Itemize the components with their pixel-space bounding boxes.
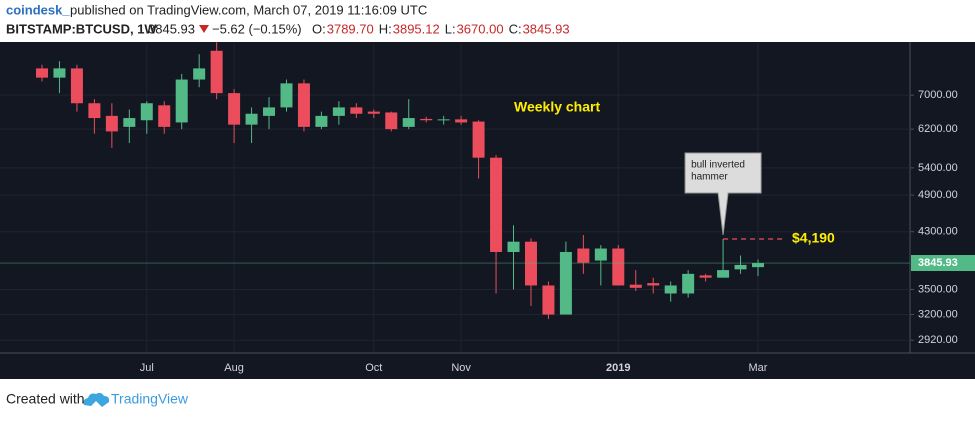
candle-body xyxy=(734,264,747,270)
y-tick-label: 4900.00 xyxy=(918,189,958,201)
candle-body xyxy=(542,285,555,315)
down-arrow xyxy=(199,25,209,33)
ohlc-value: 3789.70 xyxy=(327,21,374,36)
candle-body xyxy=(420,118,433,121)
ohlc-value: 3845.93 xyxy=(523,21,570,36)
candle-body xyxy=(123,118,136,127)
created-with: Created with xyxy=(6,391,85,407)
x-tick-label: 2019 xyxy=(606,362,630,374)
candle-body xyxy=(490,157,503,253)
callout-text: hammer xyxy=(691,172,728,183)
y-tick-label: 6200.00 xyxy=(918,123,958,135)
candle-body xyxy=(437,119,450,121)
brand: coindesk_ xyxy=(6,2,70,17)
candle-body xyxy=(559,252,572,315)
candle-body xyxy=(629,284,642,288)
candle-body xyxy=(402,118,415,127)
candle-body xyxy=(612,248,625,286)
candle-body xyxy=(263,107,276,116)
last-price-tag xyxy=(911,255,975,272)
last-price-label: 3845.93 xyxy=(918,257,958,269)
callout-box xyxy=(684,152,762,236)
ohlc-key: C: xyxy=(509,21,522,36)
candle-body xyxy=(350,107,363,114)
ohlc-key: H: xyxy=(379,21,392,36)
candle-body xyxy=(647,283,660,286)
change: −5.62 (−0.15%) xyxy=(212,21,302,36)
x-tick-label: Jul xyxy=(140,362,154,374)
candle-body xyxy=(53,68,66,78)
y-tick-label: 7000.00 xyxy=(918,89,958,101)
candle-body xyxy=(367,111,380,114)
candle-body xyxy=(507,241,520,253)
candle-body xyxy=(682,273,695,294)
candle-body xyxy=(315,115,328,127)
candle-body xyxy=(70,68,83,104)
x-tick-label: Aug xyxy=(224,362,244,374)
y-tick-label: 5400.00 xyxy=(918,162,958,174)
ohlc-value: 3895.12 xyxy=(393,21,440,36)
candle-body xyxy=(524,241,537,286)
ohlc-key: L: xyxy=(445,21,456,36)
candle-body xyxy=(140,103,153,121)
candle-body xyxy=(297,83,310,127)
chart-bg xyxy=(0,42,975,379)
callout-text: bull inverted xyxy=(691,160,745,171)
candle-body xyxy=(36,68,48,78)
x-tick-label: Nov xyxy=(451,362,471,374)
candle-body xyxy=(455,119,468,123)
ohlc: O: 3789.70 H: 3895.12 L: 3670.00 C: 3845.93 xyxy=(312,21,570,36)
candle-body xyxy=(193,68,206,80)
published: published on TradingView.com, March 07, … xyxy=(70,2,427,17)
candle-body xyxy=(228,93,241,125)
candle-body xyxy=(332,107,345,116)
candle-body xyxy=(577,248,590,263)
y-tick-label: 4300.00 xyxy=(918,226,958,238)
tradingview: TradingView xyxy=(111,391,189,407)
candle-body xyxy=(664,285,677,294)
annotation-title: Weekly chart xyxy=(514,99,600,115)
ohlc-key: O: xyxy=(312,21,326,36)
candle-body xyxy=(210,50,223,94)
tv-logo xyxy=(83,392,110,407)
candle-body xyxy=(594,248,607,261)
y-tick-label: 3500.00 xyxy=(918,283,958,295)
candle-body xyxy=(105,115,118,132)
candle-body xyxy=(245,113,258,125)
y-tick-label: 3200.00 xyxy=(918,308,958,320)
candle-body xyxy=(752,263,764,268)
ohlc-value: 3670.00 xyxy=(457,21,504,36)
candle-body xyxy=(158,105,171,127)
candle-body xyxy=(472,121,485,158)
x-tick-label: Mar xyxy=(749,362,768,374)
candle-body xyxy=(699,275,712,278)
level-label: $4,190 xyxy=(792,230,835,246)
candle-body xyxy=(717,270,730,278)
y-tick-label: 2920.00 xyxy=(918,334,958,346)
symbol: BITSTAMP:BTCUSD, 1W xyxy=(6,21,157,36)
candle-body xyxy=(88,103,101,119)
price: 3845.93 xyxy=(148,21,195,36)
candle-body xyxy=(175,79,188,123)
x-tick-label: Oct xyxy=(365,362,382,374)
candle-body xyxy=(280,83,293,108)
candle-body xyxy=(385,112,398,130)
